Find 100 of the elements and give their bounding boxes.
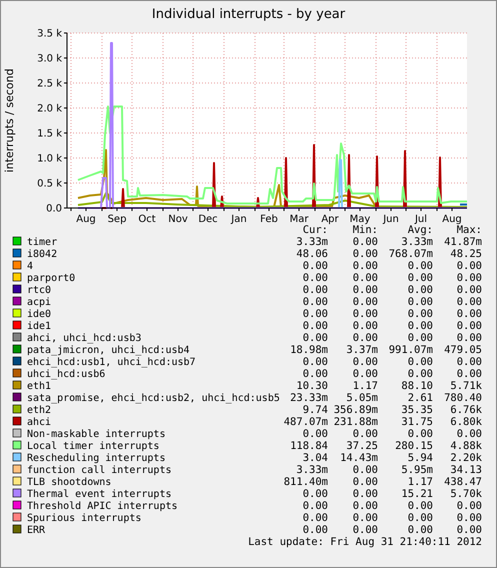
legend-label: ide0 xyxy=(27,309,52,320)
text: 118.84 xyxy=(290,440,328,452)
text: 0.00 xyxy=(302,260,328,272)
text: 0.00 xyxy=(408,284,433,296)
text: 0.00 xyxy=(302,512,328,524)
text: 2.20k xyxy=(450,452,483,464)
x-tick-label: Mar xyxy=(290,214,310,225)
text: 0.00 xyxy=(456,500,482,512)
text: 0.00 xyxy=(302,500,328,512)
text: 5.71k xyxy=(450,380,483,392)
text: 3.33m xyxy=(401,236,433,248)
text: 0.00 xyxy=(352,428,378,440)
text: 0.00 xyxy=(352,524,378,536)
text: 0.00 xyxy=(408,308,433,320)
text: 41.87m xyxy=(444,236,482,248)
text: 10.30 xyxy=(296,380,328,392)
legend-label: rtc0 xyxy=(27,285,52,296)
text: 0.00 xyxy=(456,332,482,344)
x-tick-label: Nov xyxy=(168,214,188,225)
legend-label: sata_promise, ehci_hcd:usb2, uhci_hcd:usb5 xyxy=(27,393,280,404)
x-tick-label: Jun xyxy=(382,214,399,225)
text: 9.74 xyxy=(302,404,328,416)
text: 0.00 xyxy=(408,524,433,536)
text: 0.00 xyxy=(352,488,378,500)
legend-label: function call interrupts xyxy=(27,465,172,476)
text: 0.00 xyxy=(352,368,378,380)
line-series xyxy=(77,106,468,204)
text: 0.00 xyxy=(302,368,328,380)
text: 1.17 xyxy=(408,476,433,488)
text: 37.25 xyxy=(346,440,378,452)
text: 0.00 xyxy=(302,308,328,320)
text: Cur: xyxy=(302,224,328,236)
legend-label: eth1 xyxy=(27,381,52,392)
legend-label: 4 xyxy=(27,261,34,272)
text: 0.00 xyxy=(456,428,482,440)
text: 34.13 xyxy=(450,464,482,476)
chart-title: Individual interrupts - by year xyxy=(152,7,346,22)
legend-label: timer xyxy=(27,237,58,248)
text: 5.70k xyxy=(450,488,483,500)
text: 0.00 xyxy=(302,356,328,368)
text: 48.06 xyxy=(296,248,328,260)
text: 0.00 xyxy=(456,356,482,368)
text: 231.88m xyxy=(334,416,378,428)
text: 0.00 xyxy=(352,272,378,284)
text: 0.00 xyxy=(352,236,378,248)
text: Max: xyxy=(456,224,482,236)
x-tick-label: Apr xyxy=(321,214,340,225)
legend-label: Spurious interrupts xyxy=(27,513,142,524)
y-axis-title: interrupts / second xyxy=(3,68,16,172)
y-tick-label: 2.5 k xyxy=(37,78,62,90)
text: 0.00 xyxy=(302,320,328,332)
legend-label: i8042 xyxy=(27,249,58,260)
text: 0.00 xyxy=(408,260,433,272)
text: 780.40 xyxy=(444,392,482,404)
x-tick-label: Dec xyxy=(198,214,218,225)
text: 0.00 xyxy=(302,488,328,500)
text: 0.00 xyxy=(352,284,378,296)
text: 0.00 xyxy=(408,356,433,368)
legend-label: TLB shootdowns xyxy=(27,477,112,488)
text: 0.00 xyxy=(352,308,378,320)
text: 0.00 xyxy=(456,272,482,284)
text: 0.00 xyxy=(408,428,433,440)
text: 0.00 xyxy=(456,368,482,380)
text: 991.07m xyxy=(388,344,433,356)
y-tick-label: 2.0 k xyxy=(37,104,62,114)
text: 6.76k xyxy=(450,404,483,416)
text: 0.00 xyxy=(302,332,328,344)
text: Min: xyxy=(352,224,378,236)
text: 0.00 xyxy=(352,464,378,476)
text: 811.40m xyxy=(284,476,328,488)
legend-label: ahci xyxy=(27,417,52,428)
text: 0.00 xyxy=(352,260,378,272)
legend-label: ehci_hcd:usb1, uhci_hcd:usb7 xyxy=(27,357,196,368)
text: 0.00 xyxy=(456,296,482,308)
text: 0.00 xyxy=(352,476,378,488)
text: 0.00 xyxy=(456,284,482,296)
text: 0.00 xyxy=(352,320,378,332)
legend-label: ERR xyxy=(27,525,46,536)
text: 0.00 xyxy=(456,320,482,332)
text: 6.80k xyxy=(450,416,483,428)
text: 3.33m xyxy=(296,464,328,476)
text: 3.37m xyxy=(346,344,378,356)
text: 0.00 xyxy=(456,260,482,272)
text: 0.00 xyxy=(352,248,378,260)
text: Avg: xyxy=(408,224,433,236)
x-tick-label: May xyxy=(350,214,370,225)
text: 0.00 xyxy=(352,356,378,368)
legend-label: eth2 xyxy=(27,405,52,416)
legend-label: Threshold APIC interrupts xyxy=(27,501,178,512)
text: 1.17 xyxy=(352,380,378,392)
text: 48.25 xyxy=(450,248,482,260)
legend-label: parport0 xyxy=(27,273,76,284)
legend-label: ahci, uhci_hcd:usb3 xyxy=(27,333,142,344)
text: 3.33m xyxy=(296,236,328,248)
text: 0.00 xyxy=(352,512,378,524)
text: 5.94 xyxy=(408,452,433,464)
text: 18.98m xyxy=(290,344,328,356)
text: 35.35 xyxy=(401,404,433,416)
text: 2.61 xyxy=(408,392,433,404)
text: 88.10 xyxy=(401,380,433,392)
